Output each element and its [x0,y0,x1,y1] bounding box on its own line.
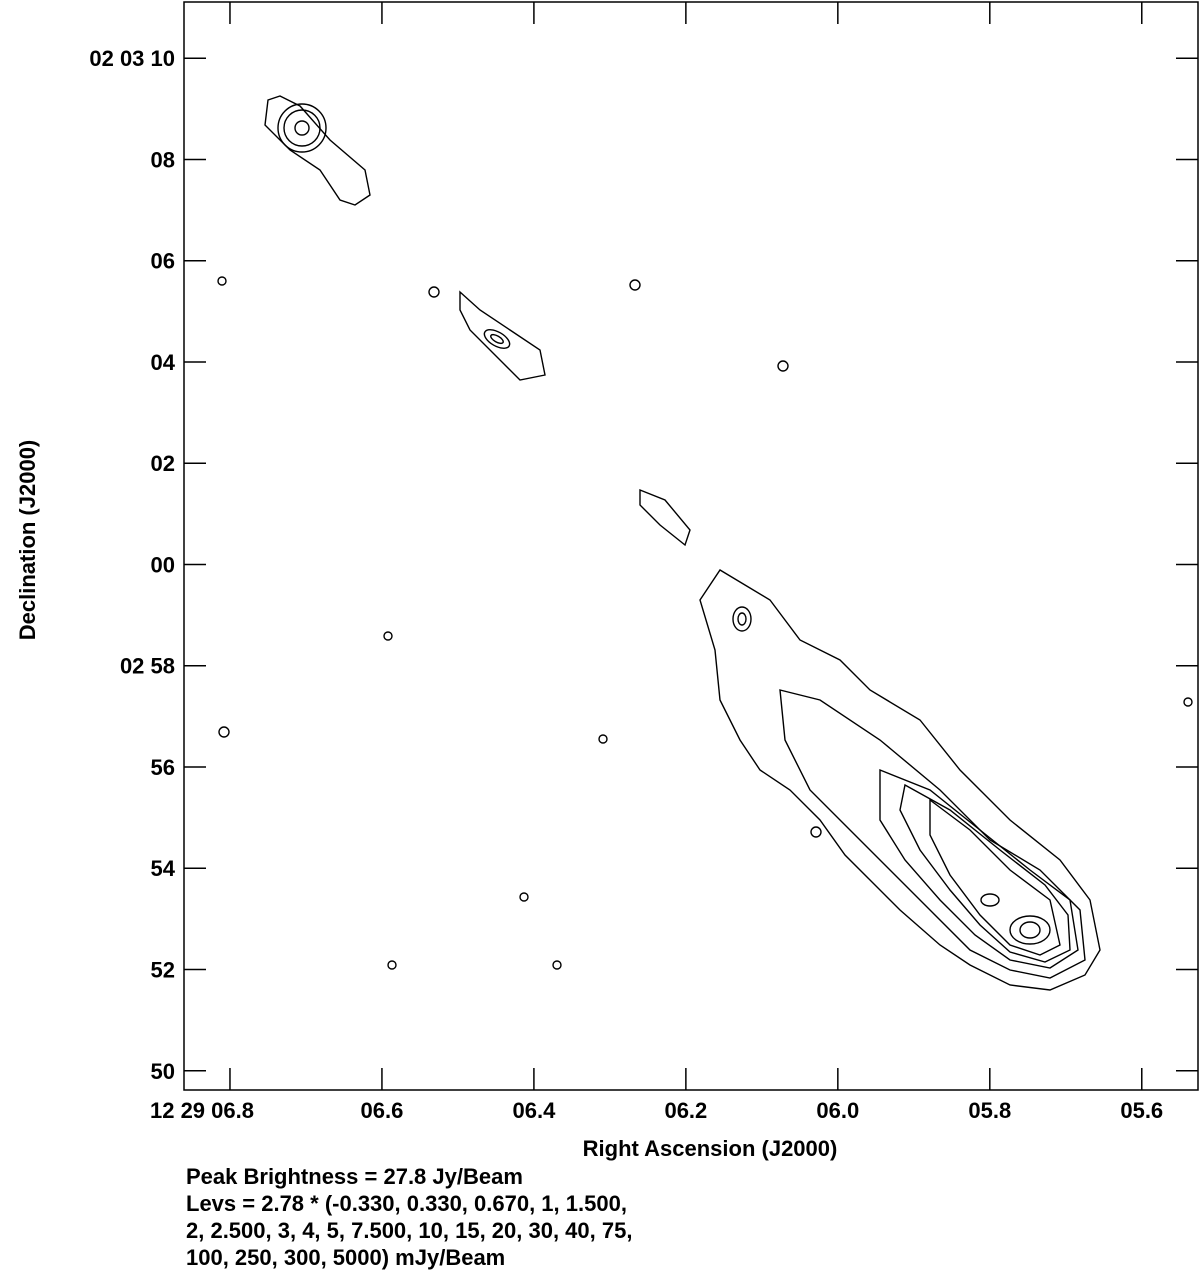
x-axis-label: Right Ascension (J2000) [583,1136,838,1161]
x-tick-label: 12 29 06.8 [150,1098,254,1123]
annotation: 2, 2.500, 3, 4, 5, 7.500, 10, 15, 20, 30… [186,1218,632,1243]
annotation: Peak Brightness = 27.8 Jy/Beam [186,1164,523,1189]
y-tick-label: 04 [151,350,176,375]
y-tick-label: 50 [151,1059,175,1084]
x-tick-label: 06.0 [816,1098,859,1123]
x-tick-label: 06.4 [512,1098,556,1123]
y-tick-label: 06 [151,249,175,274]
y-tick-label: 00 [151,552,175,577]
annotation: 100, 250, 300, 5000) mJy/Beam [186,1245,505,1270]
y-tick-label: 52 [151,958,175,983]
plot-frame [183,1,1199,1091]
x-tick-label: 05.6 [1120,1098,1163,1123]
x-tick-label: 06.6 [361,1098,404,1123]
y-tick-label: 02 03 10 [89,46,175,71]
y-tick-label: 02 58 [120,654,175,679]
contours [217,95,1193,991]
y-tick-label: 56 [151,755,175,780]
y-tick-label: 02 [151,451,175,476]
y-tick-label: 08 [151,147,175,172]
x-tick-label: 06.2 [664,1098,707,1123]
annotation: Levs = 2.78 * (-0.330, 0.330, 0.670, 1, … [186,1191,627,1216]
y-tick-label: 54 [151,856,176,881]
y-axis-label: Declination (J2000) [15,440,40,641]
x-tick-label: 05.8 [968,1098,1011,1123]
